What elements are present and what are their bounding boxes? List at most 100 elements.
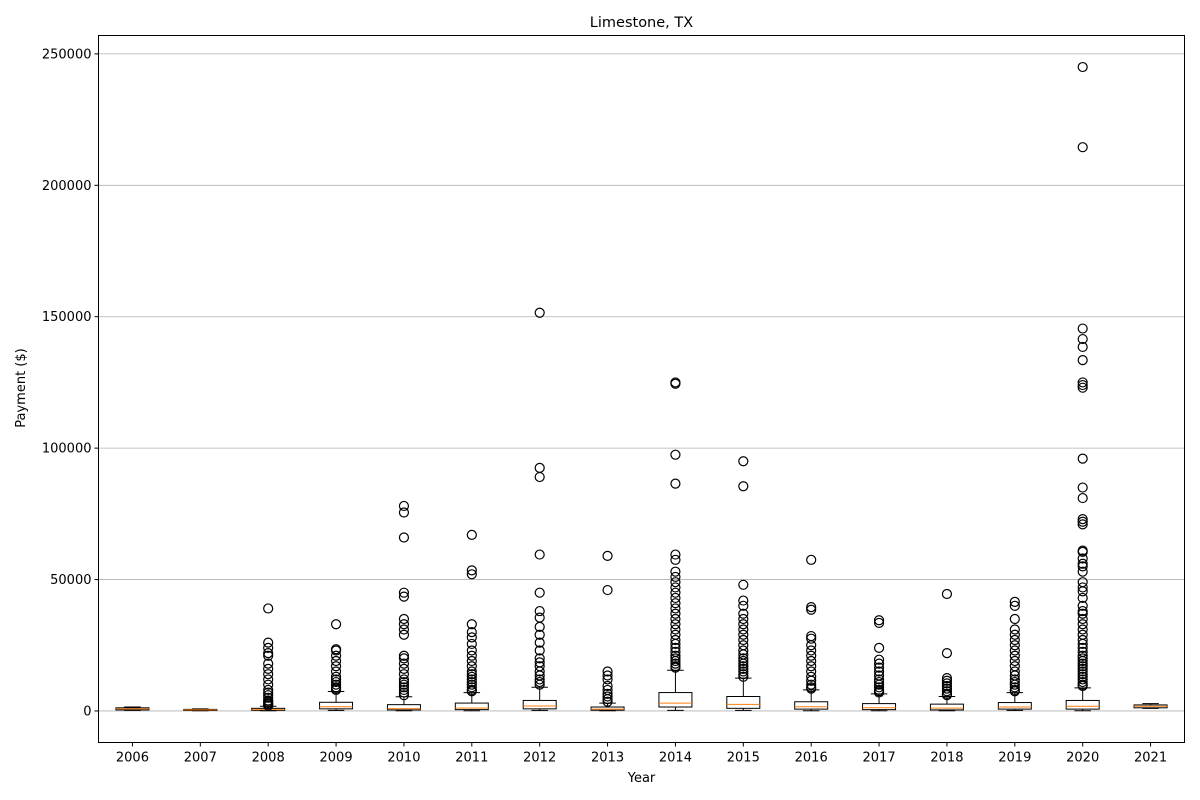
outlier-point — [1077, 142, 1088, 153]
iqr-box — [929, 703, 964, 711]
x-axis-label: Year — [627, 771, 656, 786]
outlier-point — [398, 669, 410, 680]
x-tick-label: 2015 — [727, 751, 760, 766]
outlier-point — [534, 674, 545, 685]
box-2016 — [794, 689, 829, 712]
outlier-point — [941, 675, 953, 686]
outlier-point — [670, 549, 681, 560]
outlier-point — [534, 679, 545, 690]
y-tick-label: 250000 — [42, 47, 92, 62]
box-2012 — [522, 686, 557, 711]
outlier-point — [466, 686, 477, 697]
outlier-point — [738, 658, 749, 669]
outlier-point — [670, 554, 681, 565]
outlier-point — [1077, 605, 1088, 617]
x-tick-label: 2012 — [523, 751, 556, 766]
outlier-point — [738, 595, 749, 606]
outlier-point — [670, 642, 681, 653]
box-2014 — [658, 669, 693, 711]
outlier-point — [941, 683, 953, 694]
outlier-point — [738, 663, 749, 675]
outlier-point — [534, 645, 545, 656]
y-tick-label: 100000 — [42, 442, 92, 457]
outlier-point — [1077, 516, 1088, 527]
outlier-point — [1077, 354, 1088, 366]
outlier-point — [806, 602, 817, 613]
outlier-point — [398, 682, 410, 693]
outlier-point — [1077, 663, 1088, 675]
outlier-point — [873, 674, 885, 685]
outlier-point — [398, 653, 410, 664]
outlier-point — [738, 629, 749, 640]
outlier-point — [1077, 341, 1088, 353]
outlier-point — [670, 634, 681, 646]
outlier-point — [670, 650, 681, 661]
box-2009 — [319, 691, 354, 711]
outlier-point — [398, 613, 410, 625]
outlier-point — [806, 554, 817, 565]
outlier-points — [263, 61, 1088, 711]
outlier-point — [1077, 377, 1088, 388]
outlier-point — [1077, 674, 1088, 685]
boxes — [115, 669, 1168, 712]
outlier-point — [1009, 655, 1020, 667]
x-tick-label: 2007 — [184, 751, 217, 766]
outlier-point — [670, 629, 681, 640]
outlier-point — [1009, 679, 1020, 690]
outlier-point — [738, 624, 749, 635]
outlier-point — [534, 621, 545, 632]
y-tick-label: 0 — [83, 704, 91, 719]
outlier-point — [534, 587, 545, 598]
outlier-point — [1077, 492, 1088, 504]
outlier-point — [738, 661, 749, 672]
outlier-point — [1077, 482, 1088, 493]
outlier-point — [1077, 379, 1088, 391]
outlier-point — [398, 658, 410, 669]
iqr-box — [862, 703, 897, 711]
outlier-point — [398, 679, 410, 690]
outlier-point — [1077, 650, 1088, 661]
outlier-point — [738, 634, 749, 646]
iqr-box — [590, 706, 625, 711]
outlier-point — [466, 529, 477, 540]
outlier-point — [1077, 519, 1088, 530]
outlier-point — [1077, 453, 1088, 464]
outlier-point — [534, 307, 545, 318]
outlier-point — [534, 462, 545, 473]
outlier-point — [738, 655, 749, 667]
outlier-point — [263, 603, 274, 614]
outlier-point — [1009, 682, 1020, 693]
outlier-point — [1009, 629, 1020, 640]
outlier-point — [1077, 658, 1088, 669]
outlier-point — [670, 608, 681, 619]
outlier-point — [602, 584, 613, 596]
outlier-point — [1077, 333, 1088, 345]
outlier-point — [873, 687, 885, 698]
outlier-point — [1077, 513, 1088, 525]
outlier-point — [1077, 676, 1088, 688]
x-tick-label: 2014 — [659, 751, 692, 766]
box-2017 — [862, 693, 897, 712]
outlier-point — [738, 619, 749, 630]
x-tick-label: 2010 — [387, 751, 420, 766]
box-2021 — [1133, 703, 1168, 709]
box-2018 — [929, 696, 964, 712]
outlier-point — [534, 629, 545, 640]
plot-frame — [98, 35, 1185, 743]
outlier-point — [263, 692, 274, 703]
x-tick-label: 2006 — [116, 751, 149, 766]
outlier-point — [806, 666, 817, 677]
outlier-point — [398, 650, 410, 661]
outlier-point — [330, 679, 342, 690]
outlier-point — [1009, 650, 1020, 661]
outlier-point — [466, 682, 477, 693]
x-tick-label: 2021 — [1134, 751, 1167, 766]
outlier-point — [602, 694, 613, 705]
outlier-point — [263, 648, 274, 659]
outlier-point — [534, 612, 545, 623]
iqr-box — [319, 701, 354, 710]
outlier-point — [1077, 680, 1088, 692]
outlier-point — [1009, 674, 1020, 685]
outlier-point — [1077, 586, 1088, 597]
outlier-point — [941, 690, 953, 701]
